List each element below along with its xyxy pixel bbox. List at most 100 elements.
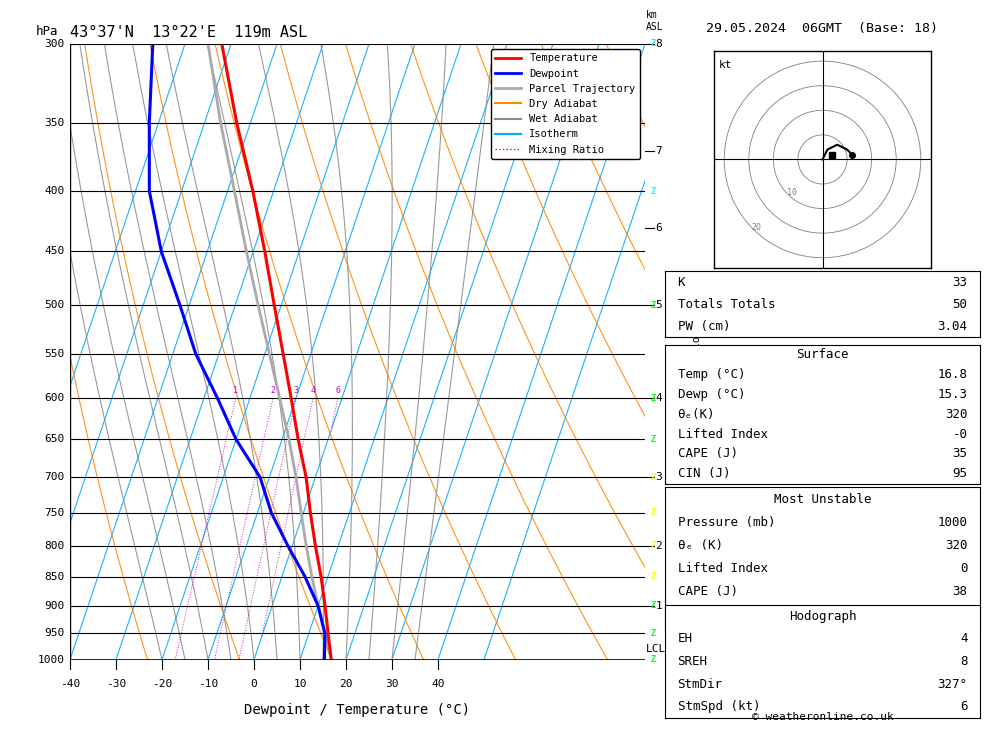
Text: 550: 550: [44, 349, 64, 359]
Text: 900: 900: [44, 601, 64, 611]
Text: K: K: [678, 276, 685, 289]
Text: 4: 4: [960, 633, 967, 645]
Text: 4: 4: [655, 394, 662, 403]
Text: 750: 750: [44, 507, 64, 517]
Text: 20: 20: [752, 223, 762, 232]
Text: Most Unstable: Most Unstable: [774, 493, 871, 506]
Text: Z: Z: [650, 40, 656, 48]
Text: Lifted Index: Lifted Index: [678, 427, 768, 441]
Text: 700: 700: [44, 472, 64, 482]
Text: -10: -10: [198, 679, 218, 690]
Text: 600: 600: [44, 394, 64, 403]
Text: Mixing Ratio (g/kg): Mixing Ratio (g/kg): [692, 292, 702, 411]
Text: Z: Z: [650, 394, 656, 403]
Text: 33: 33: [952, 276, 967, 289]
Text: CIN (J): CIN (J): [678, 468, 730, 480]
Text: Z: Z: [650, 435, 656, 444]
Text: Z: Z: [650, 572, 656, 581]
Text: 0: 0: [960, 562, 967, 575]
Text: Z: Z: [650, 508, 656, 517]
Text: 800: 800: [44, 540, 64, 550]
Text: StmDir: StmDir: [678, 678, 723, 690]
Text: 7: 7: [655, 146, 662, 156]
Text: 1: 1: [233, 386, 238, 395]
Text: 6: 6: [335, 386, 340, 395]
Text: 500: 500: [44, 301, 64, 310]
Text: kt: kt: [719, 60, 732, 70]
Text: 350: 350: [44, 118, 64, 128]
Text: 10: 10: [787, 188, 797, 197]
Text: 2: 2: [655, 540, 662, 550]
Text: Hodograph: Hodograph: [789, 610, 856, 622]
Text: 4: 4: [311, 386, 316, 395]
Text: 1: 1: [655, 601, 662, 611]
Text: SREH: SREH: [678, 655, 708, 668]
Text: Z: Z: [650, 655, 656, 664]
Text: 95: 95: [952, 468, 967, 480]
Text: 38: 38: [952, 586, 967, 598]
Text: 1000: 1000: [937, 516, 967, 528]
Text: 50: 50: [952, 298, 967, 311]
Text: Lifted Index: Lifted Index: [678, 562, 768, 575]
Text: 43°37'N  13°22'E  119m ASL: 43°37'N 13°22'E 119m ASL: [70, 25, 307, 40]
Text: hPa: hPa: [36, 25, 58, 38]
Text: 3: 3: [655, 472, 662, 482]
Text: Z: Z: [650, 629, 656, 638]
Text: CAPE (J): CAPE (J): [678, 586, 738, 598]
Text: 450: 450: [44, 246, 64, 257]
Text: 327°: 327°: [937, 678, 967, 690]
Text: -0: -0: [952, 427, 967, 441]
Text: 40: 40: [431, 679, 445, 690]
Text: © weatheronline.co.uk: © weatheronline.co.uk: [752, 712, 893, 722]
Text: Temp (°C): Temp (°C): [678, 368, 745, 381]
Text: 320: 320: [945, 539, 967, 552]
Text: -20: -20: [152, 679, 172, 690]
Legend: Temperature, Dewpoint, Parcel Trajectory, Dry Adiabat, Wet Adiabat, Isotherm, Mi: Temperature, Dewpoint, Parcel Trajectory…: [491, 49, 640, 159]
Text: 6: 6: [655, 223, 662, 233]
Text: -30: -30: [106, 679, 126, 690]
Text: 86: 86: [952, 608, 967, 622]
Text: 320: 320: [945, 408, 967, 421]
Text: 15.3: 15.3: [937, 388, 967, 401]
Text: 3.04: 3.04: [937, 320, 967, 333]
Text: PW (cm): PW (cm): [678, 320, 730, 333]
Text: StmSpd (kt): StmSpd (kt): [678, 701, 760, 713]
Text: Totals Totals: Totals Totals: [678, 298, 775, 311]
Text: Z: Z: [650, 187, 656, 196]
Text: 35: 35: [952, 447, 967, 460]
Text: 6: 6: [960, 701, 967, 713]
Text: Z: Z: [650, 541, 656, 550]
Text: 3: 3: [294, 386, 299, 395]
Text: 5: 5: [655, 301, 662, 310]
Text: EH: EH: [678, 633, 693, 645]
Text: Surface: Surface: [796, 348, 849, 361]
Text: 30: 30: [385, 679, 399, 690]
Text: 950: 950: [44, 628, 64, 638]
Text: Pressure (mb): Pressure (mb): [678, 516, 775, 528]
Text: 16.8: 16.8: [937, 368, 967, 381]
Text: 850: 850: [44, 572, 64, 581]
Text: Z: Z: [650, 601, 656, 611]
Text: CIN (J): CIN (J): [678, 608, 730, 622]
Text: -40: -40: [60, 679, 80, 690]
Text: 10: 10: [293, 679, 307, 690]
Text: 650: 650: [44, 435, 64, 444]
Text: LCL: LCL: [646, 644, 666, 655]
Text: 20: 20: [339, 679, 353, 690]
Text: CAPE (J): CAPE (J): [678, 447, 738, 460]
Text: Dewpoint / Temperature (°C): Dewpoint / Temperature (°C): [244, 703, 471, 717]
Text: 300: 300: [44, 39, 64, 49]
Text: 8: 8: [655, 39, 662, 49]
Text: Z: Z: [650, 301, 656, 310]
Text: θₑ (K): θₑ (K): [678, 539, 723, 552]
Text: 2: 2: [271, 386, 276, 395]
Text: Z: Z: [650, 473, 656, 482]
Text: km
ASL: km ASL: [646, 10, 664, 32]
Text: 8: 8: [960, 655, 967, 668]
Text: 0: 0: [251, 679, 257, 690]
Text: θₑ(K): θₑ(K): [678, 408, 715, 421]
Text: 400: 400: [44, 186, 64, 196]
Text: 1000: 1000: [37, 655, 64, 665]
Text: 29.05.2024  06GMT  (Base: 18): 29.05.2024 06GMT (Base: 18): [706, 22, 938, 35]
Text: Dewp (°C): Dewp (°C): [678, 388, 745, 401]
